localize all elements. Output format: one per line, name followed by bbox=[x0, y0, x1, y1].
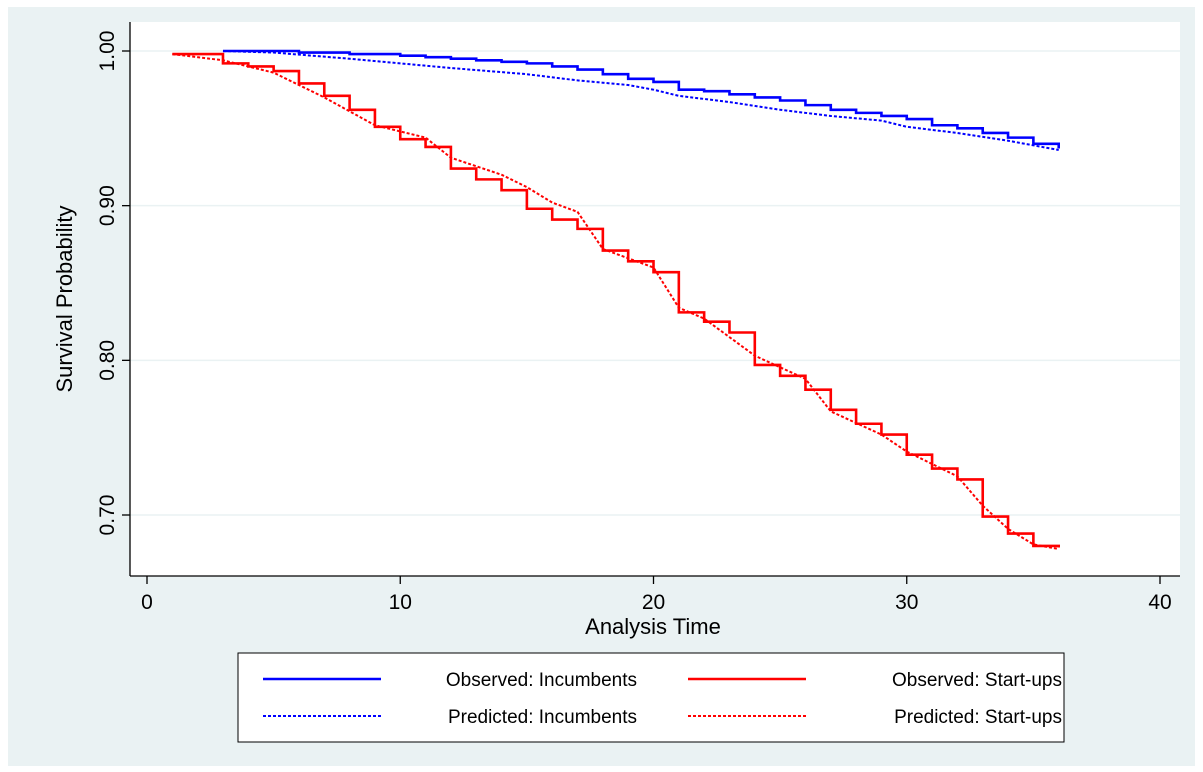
y-tick-labels: 0.70 0.80 0.90 1.00 bbox=[96, 31, 119, 536]
series-line-observed-start-ups bbox=[172, 52, 1060, 548]
legend-label: Observed: Incumbents bbox=[446, 670, 637, 691]
series-line-observed-incumbents bbox=[222, 49, 1060, 149]
x-tick-labels: 0 10 20 30 40 bbox=[141, 591, 1172, 614]
y-axis-title: Survival Probability bbox=[52, 205, 77, 392]
legend-label: Predicted: Incumbents bbox=[448, 707, 637, 728]
plot-area bbox=[130, 22, 1180, 576]
axes-group bbox=[122, 22, 1180, 584]
y-tick-label: 0.70 bbox=[96, 495, 119, 536]
x-tick-label: 20 bbox=[642, 591, 665, 614]
series-line-predicted-start-ups bbox=[172, 53, 1059, 551]
x-axis-title: Analysis Time bbox=[585, 614, 721, 639]
legend-label: Observed: Start-ups bbox=[892, 670, 1062, 691]
series-line-predicted-incumbents bbox=[222, 50, 1059, 151]
legend-box bbox=[237, 652, 1065, 743]
x-tick-label: 10 bbox=[389, 591, 412, 614]
y-tick-label: 0.80 bbox=[96, 340, 119, 381]
legend-label: Predicted: Start-ups bbox=[894, 707, 1062, 728]
y-tick-label: 0.90 bbox=[96, 185, 119, 226]
x-tick-label: 40 bbox=[1148, 591, 1171, 614]
y-tick-label: 1.00 bbox=[96, 31, 119, 72]
x-tick-label: 0 bbox=[141, 591, 153, 614]
x-tick-label: 30 bbox=[895, 591, 918, 614]
legend: Observed: Incumbents Observed: Start-ups P… bbox=[263, 670, 1062, 728]
gridlines bbox=[130, 50, 1180, 516]
series-group bbox=[172, 49, 1060, 551]
